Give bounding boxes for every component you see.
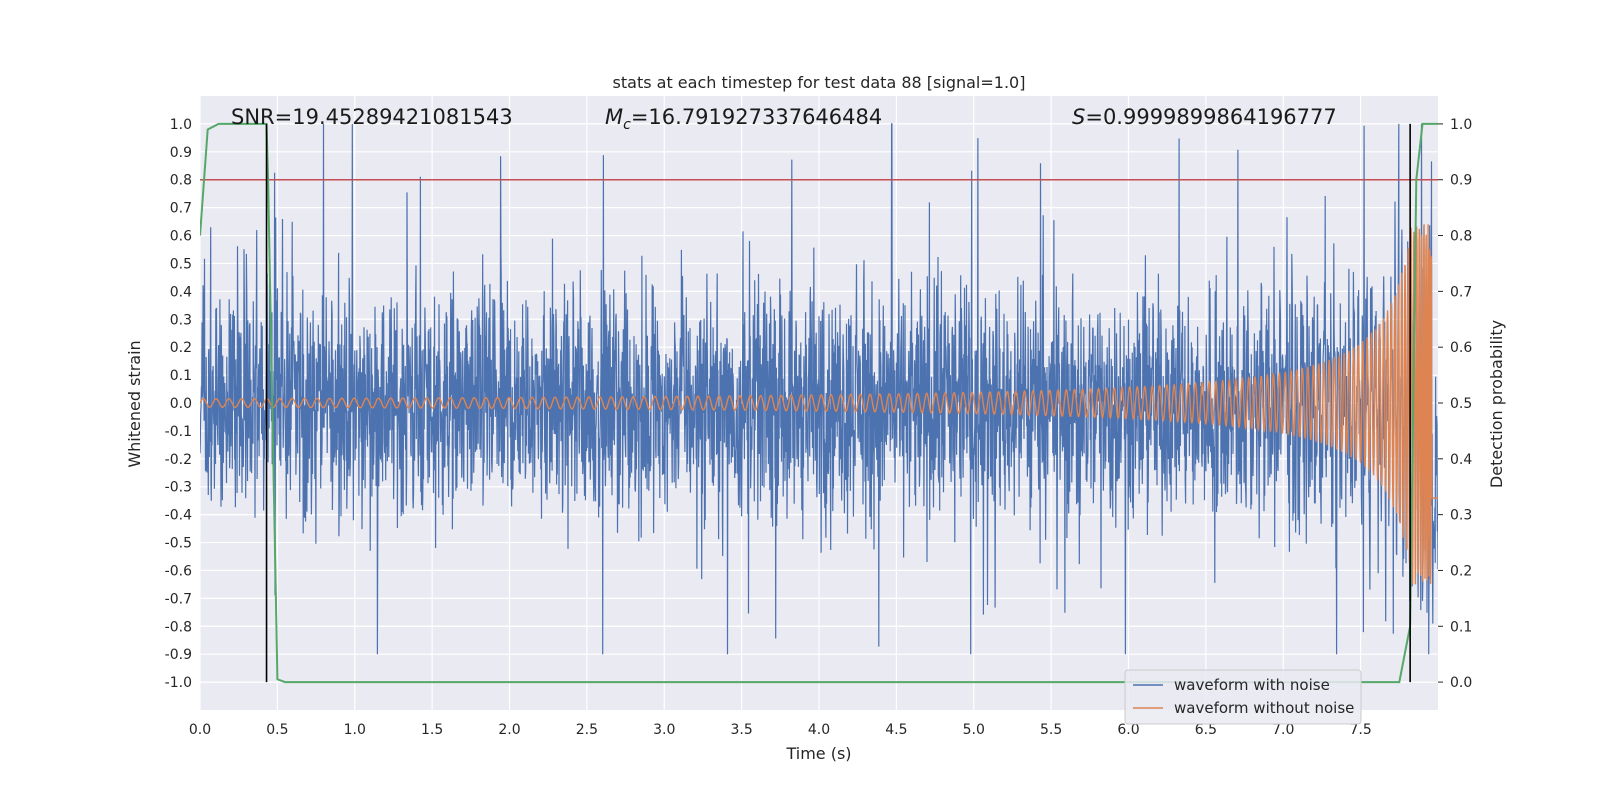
y-right-tick-label: 0.7 [1450, 284, 1472, 300]
y-left-tick-label: 0.6 [170, 229, 192, 245]
legend-box [1124, 669, 1362, 725]
y-left-tick-label: 0.3 [170, 312, 192, 328]
y-right-tick-label: 0.8 [1450, 229, 1472, 245]
x-tick-label: 7.0 [1272, 722, 1294, 738]
s-annotation: S=0.9999899864196777 [1072, 105, 1337, 129]
series-waveform-with-noise [200, 123, 1438, 655]
x-tick-label: 5.0 [963, 722, 985, 738]
y-left-tick-label: 0.8 [170, 173, 192, 189]
x-tick-label: 2.5 [576, 722, 598, 738]
y-left-tick-label: -0.2 [165, 452, 192, 468]
x-tick-label: 3.5 [730, 722, 752, 738]
chirp-mass-symbol: M [605, 105, 623, 129]
x-tick-label: 4.5 [885, 722, 907, 738]
y-left-tick-label: 0.9 [170, 145, 192, 161]
y-left-tick-label: -1.0 [165, 675, 192, 691]
y-left-tick-label: 0.0 [170, 396, 192, 412]
series-detection-probability [200, 122, 1438, 684]
snr-annotation: SNR=19.45289421081543 [231, 105, 513, 129]
series-waveform-without-noise [200, 224, 1438, 585]
y-right-tick-label: 0.4 [1450, 452, 1472, 468]
y-axis-right-label: Detection probability [1487, 320, 1506, 488]
x-tick-label: 4.0 [808, 722, 830, 738]
y-right-tick-label: 1.0 [1450, 117, 1472, 133]
x-tick-label: 3.0 [653, 722, 675, 738]
y-left-tick-label: -0.1 [165, 424, 192, 440]
legend-label-clean: waveform without noise [1174, 699, 1354, 717]
x-tick-label: 6.5 [1195, 722, 1217, 738]
x-tick-label: 0.0 [189, 722, 211, 738]
y-axis-right-ticks: 1.0 0.9 0.8 0.7 0.6 0.5 0.4 0.3 0.2 0.1 0.0 [1438, 117, 1472, 691]
y-left-tick-label: 0.5 [170, 256, 192, 272]
chart-title: stats at each timestep for test data 88 … [613, 73, 1026, 92]
y-left-tick-label: 0.1 [170, 368, 192, 384]
legend-label-noise: waveform with noise [1174, 676, 1330, 694]
chirp-mass-subscript: c [623, 117, 631, 133]
y-left-tick-label: -0.4 [165, 508, 192, 524]
y-right-tick-label: 0.0 [1450, 675, 1472, 691]
y-right-tick-label: 0.6 [1450, 340, 1472, 356]
y-right-tick-label: 0.5 [1450, 396, 1472, 412]
s-symbol: S [1072, 105, 1085, 129]
y-right-tick-label: 0.2 [1450, 563, 1472, 579]
y-right-tick-label: 0.1 [1450, 619, 1472, 635]
y-axis-left-ticks: 1.0 0.9 0.8 0.7 0.6 0.5 0.4 0.3 0.2 0.1 0.0 -0.1 -0.… [165, 117, 192, 691]
x-tick-label: 5.5 [1040, 722, 1062, 738]
x-tick-label: 7.5 [1349, 722, 1371, 738]
x-tick-label: 1.0 [344, 722, 366, 738]
y-left-tick-label: -0.5 [165, 536, 192, 552]
detection-markers [265, 123, 1411, 683]
y-left-tick-label: 1.0 [170, 117, 192, 133]
y-right-tick-label: 0.9 [1450, 173, 1472, 189]
y-left-tick-label: 0.7 [170, 201, 192, 217]
y-left-tick-label: -0.6 [165, 563, 192, 579]
chirp-mass-annotation: Mc=16.791927337646484 [605, 105, 882, 133]
y-axis-left-label: Whitened strain [125, 340, 144, 467]
y-left-tick-label: 0.2 [170, 340, 192, 356]
y-left-tick-label: -0.3 [165, 480, 192, 496]
chirp-mass-value: =16.791927337646484 [631, 105, 882, 129]
x-tick-label: 1.5 [421, 722, 443, 738]
y-left-tick-label: -0.8 [165, 619, 192, 635]
y-left-tick-label: 0.4 [170, 284, 192, 300]
x-axis-label: Time (s) [785, 744, 851, 763]
y-left-tick-label: -0.7 [165, 591, 192, 607]
x-tick-label: 2.0 [498, 722, 520, 738]
x-axis-ticks: 0.0 0.5 1.0 1.5 2.0 2.5 3.0 3.5 4.0 4.5 5.0 5.5 6.0 6… [189, 722, 1372, 738]
x-tick-label: 0.5 [266, 722, 288, 738]
s-value: =0.9999899864196777 [1085, 105, 1336, 129]
y-right-tick-label: 0.3 [1450, 508, 1472, 524]
x-tick-label: 6.0 [1117, 722, 1139, 738]
y-left-tick-label: -0.9 [165, 647, 192, 663]
legend: waveform with noise waveform without noi… [1124, 669, 1362, 725]
